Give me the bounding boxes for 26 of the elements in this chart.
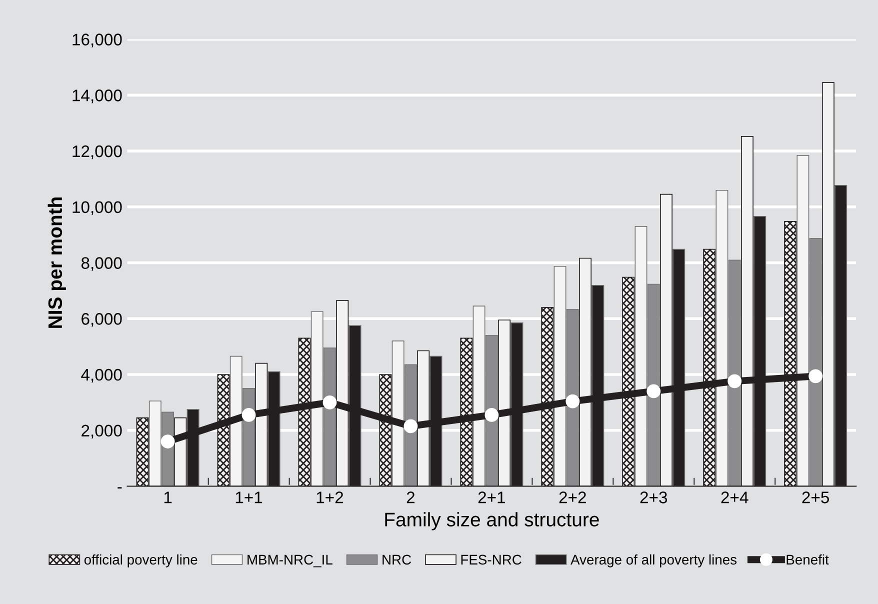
y-tick-label: 6,000 [82, 313, 122, 327]
y-tick-label: 16,000 [72, 34, 122, 48]
x-tick-label: 2+1 [478, 492, 506, 504]
y-tick-label: - [118, 487, 122, 488]
x-tick-label: 1 [164, 492, 172, 504]
y-tick-label: 12,000 [72, 145, 122, 160]
legend-label: Average of all poverty lines [570, 554, 737, 568]
x-tick-label: 2+4 [721, 492, 748, 504]
y-tick-label: 14,000 [72, 90, 122, 104]
x-tick-label: 2+5 [802, 492, 829, 504]
y-axis-title: NIS per month [48, 198, 66, 328]
y-tick-label: 2,000 [82, 424, 122, 439]
legend-label: MBM-NRC_IL [248, 554, 332, 568]
legend-label: Benefit [786, 554, 829, 565]
x-tick-label: 1+1 [236, 492, 262, 504]
x-axis-title: Family size and structure [385, 512, 599, 530]
y-tick-label: 4,000 [81, 368, 122, 383]
x-tick-label: 2+3 [640, 492, 668, 504]
x-tick-label: 1+2 [316, 492, 344, 504]
legend-label: official poverty line [84, 554, 198, 568]
x-tick-label: 2 [406, 492, 415, 504]
x-tick-label: 2+2 [559, 492, 586, 504]
legend-label: NRC [382, 554, 412, 565]
y-tick-label: 10,000 [72, 201, 122, 216]
y-tick-label: 8,000 [81, 257, 122, 271]
legend-label: FES-NRC [461, 554, 522, 565]
